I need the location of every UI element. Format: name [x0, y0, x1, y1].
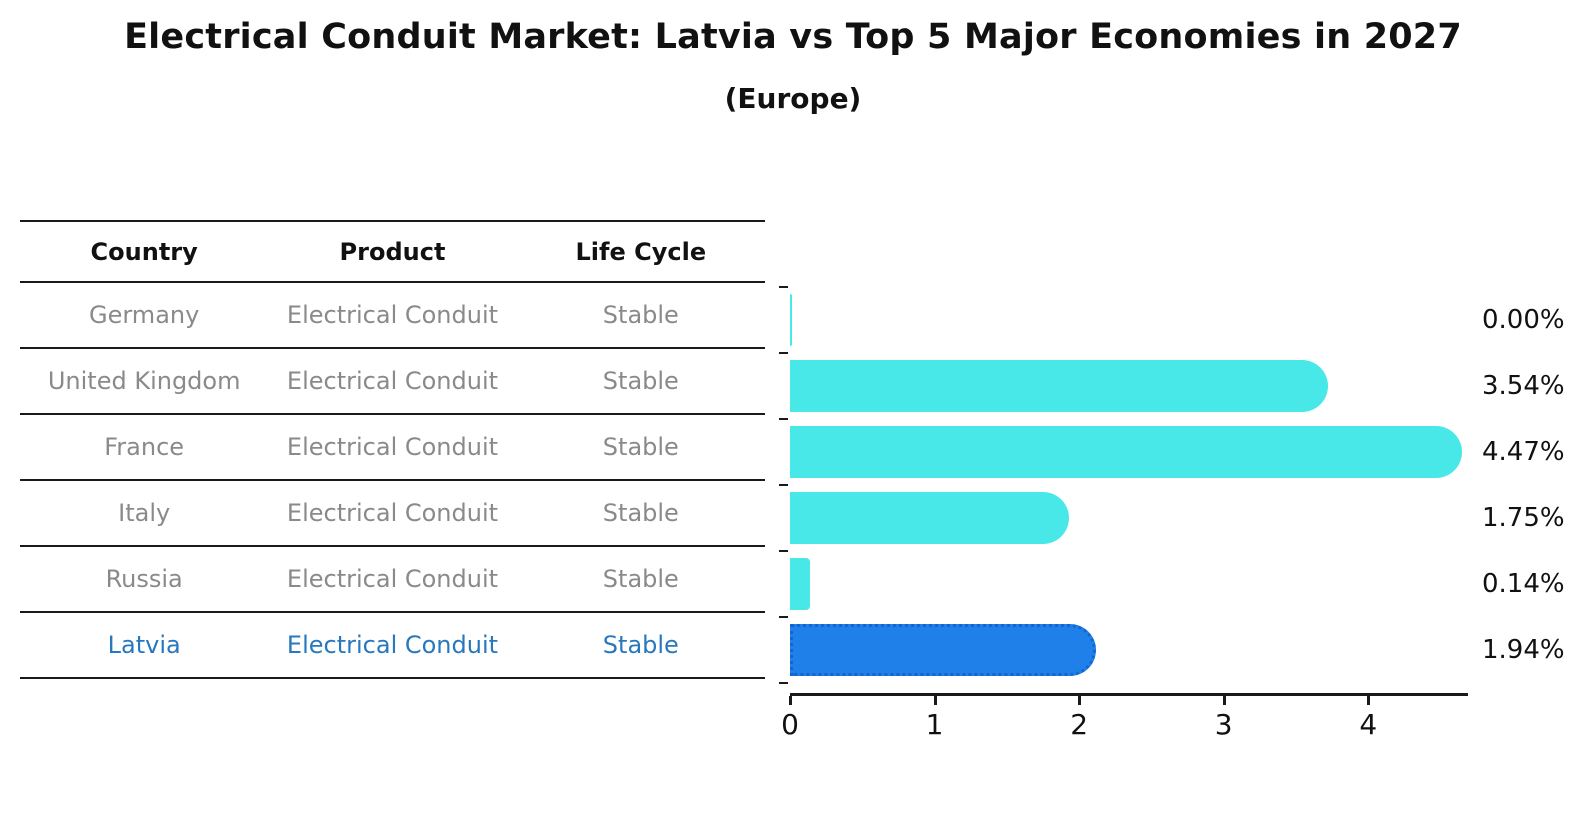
product-cell: Electrical Conduit	[286, 631, 499, 659]
tick-mark	[933, 696, 937, 705]
column-header-country: Country	[90, 237, 198, 266]
tick-label: 0	[781, 708, 799, 741]
product-cell: Electrical Conduit	[286, 433, 499, 461]
table-row-france: France Electrical Conduit Stable	[20, 415, 765, 481]
tick-mark	[1222, 696, 1226, 705]
tick-mark	[789, 696, 792, 705]
life-cycle-cell: Stable	[602, 499, 679, 527]
bar-russia	[790, 558, 811, 610]
table-row-italy: Italy Electrical Conduit Stable	[20, 481, 765, 547]
bar-germany	[790, 294, 792, 346]
life-cycle-cell: Stable	[602, 565, 679, 593]
country-cell: Russia	[105, 565, 183, 593]
y-axis-tick	[779, 616, 788, 618]
bar-united-kingdom	[790, 360, 1328, 412]
product-cell: Electrical Conduit	[286, 499, 499, 527]
life-cycle-cell: Stable	[602, 367, 679, 395]
bar-value-label: 0.00%	[1482, 305, 1565, 335]
bar-value-label: 0.14%	[1482, 569, 1565, 599]
bar-value-label: 1.75%	[1482, 503, 1565, 533]
bar-italy	[790, 492, 1069, 544]
bar-value-label: 4.47%	[1482, 437, 1565, 467]
y-axis-tick	[779, 286, 788, 288]
country-table: Country Product Life Cycle Germany Elect…	[20, 220, 765, 679]
life-cycle-cell: Stable	[602, 631, 679, 659]
product-cell: Electrical Conduit	[286, 565, 499, 593]
life-cycle-cell: Stable	[602, 433, 679, 461]
x-axis-line	[790, 693, 1468, 696]
product-cell: Electrical Conduit	[286, 301, 499, 329]
bar-latvia	[790, 624, 1097, 676]
bar-france	[790, 426, 1463, 478]
y-axis-tick	[779, 484, 788, 486]
tick-label: 4	[1359, 708, 1378, 741]
y-axis-tick	[779, 550, 788, 552]
bar-plot	[790, 287, 1468, 683]
y-axis-tick	[779, 418, 788, 420]
column-header-life-cycle: Life Cycle	[575, 237, 707, 266]
column-header-product: Product	[339, 237, 446, 266]
table-row-russia: Russia Electrical Conduit Stable	[20, 547, 765, 613]
tick-label: 3	[1214, 708, 1233, 741]
chart-title: Electrical Conduit Market: Latvia vs Top…	[124, 17, 1462, 57]
tick-mark	[1078, 696, 1082, 705]
table-row-latvia: Latvia Electrical Conduit Stable	[20, 613, 765, 679]
y-axis-tick	[779, 682, 788, 684]
x-axis-ticks: 0 1 2 3 4	[781, 696, 1468, 756]
tick-label: 2	[1070, 708, 1089, 741]
bar-value-label: 1.94%	[1482, 635, 1565, 665]
country-cell: Latvia	[107, 631, 181, 659]
tick-mark	[1367, 696, 1371, 705]
y-axis-tick	[779, 352, 788, 354]
table-header-row: Country Product Life Cycle	[20, 220, 765, 283]
tick-label: 1	[925, 708, 944, 741]
country-cell: United Kingdom	[47, 367, 241, 395]
country-cell: Italy	[118, 499, 171, 527]
bar-value-label: 3.54%	[1482, 371, 1565, 401]
table-row-united-kingdom: United Kingdom Electrical Conduit Stable	[20, 349, 765, 415]
life-cycle-cell: Stable	[602, 301, 679, 329]
product-cell: Electrical Conduit	[286, 367, 499, 395]
table-row-germany: Germany Electrical Conduit Stable	[20, 283, 765, 349]
country-cell: Germany	[89, 301, 200, 329]
country-cell: France	[104, 433, 185, 461]
chart-subtitle: (Europe)	[724, 82, 862, 115]
